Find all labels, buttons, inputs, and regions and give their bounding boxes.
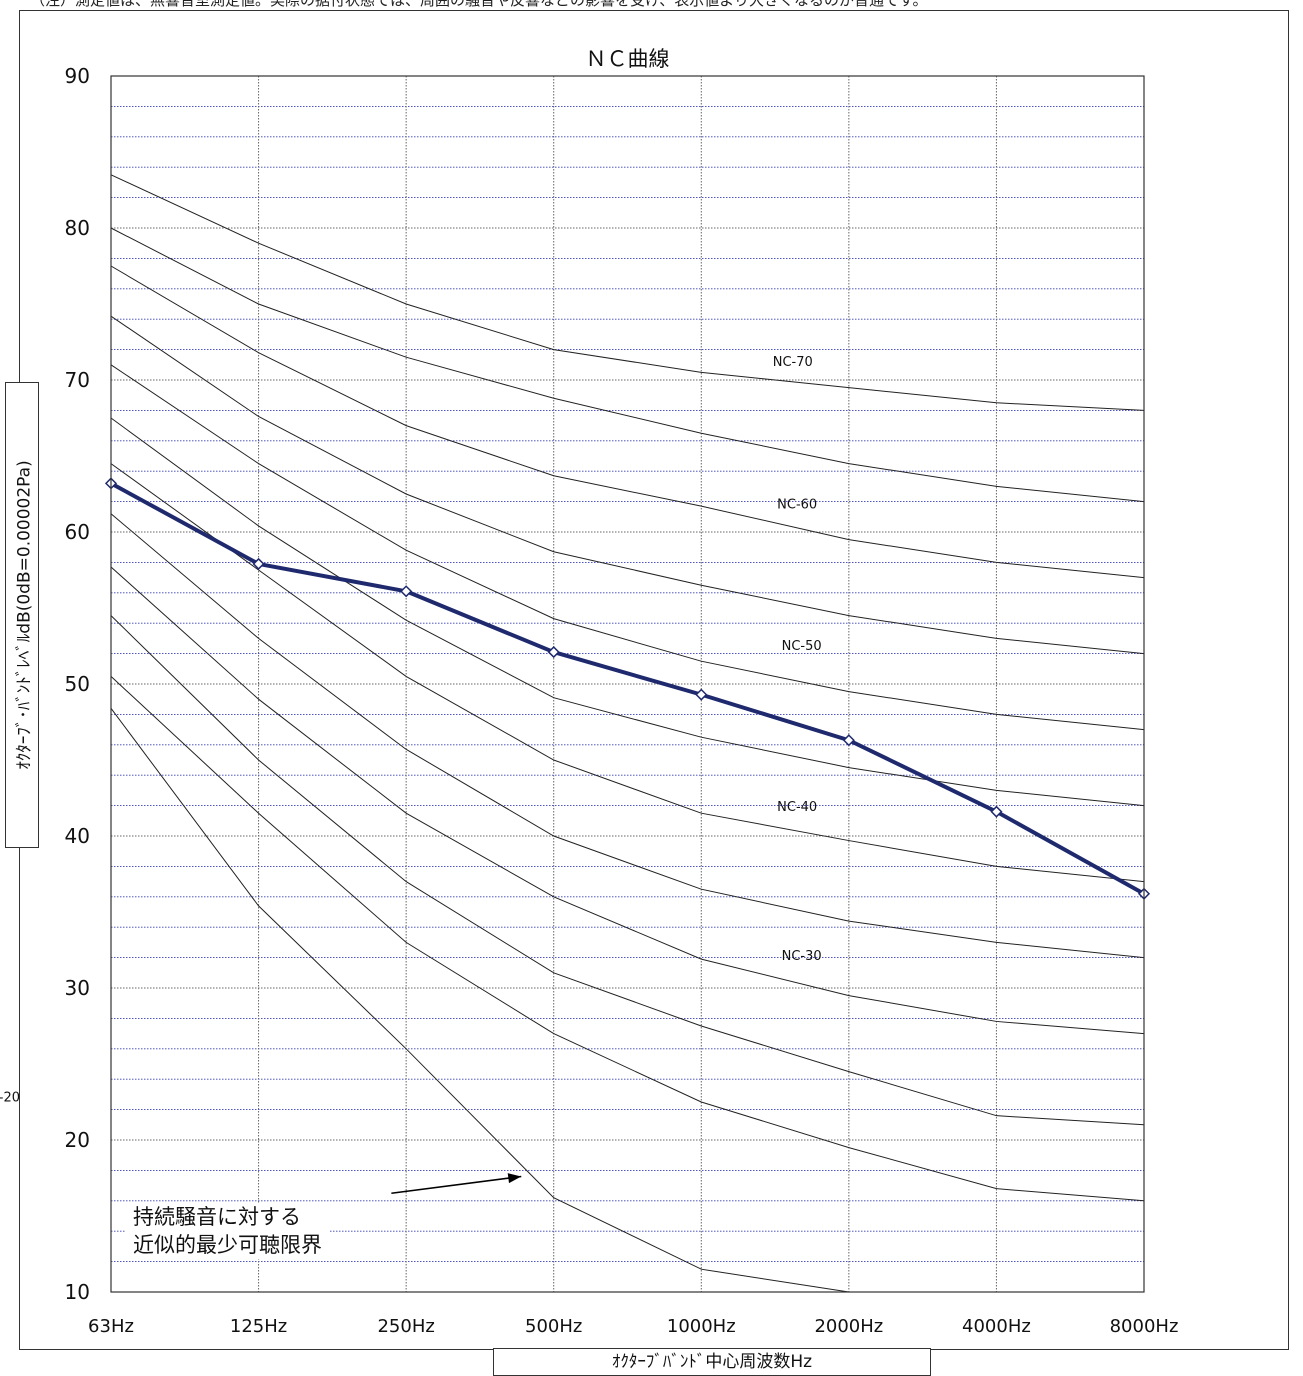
data-point-marker (400, 585, 413, 598)
y-tick-label: 90 (65, 64, 90, 88)
y-axis-label-box: ｵｸﾀｰﾌﾞ･ﾊﾞﾝﾄﾞﾚﾍﾞﾙdB(0dB=0.00002Pa) (5, 382, 39, 848)
nc-curve (110, 364, 1145, 731)
x-tick-label: 4000Hz (962, 1316, 1031, 1337)
x-tick-label: 125Hz (230, 1316, 287, 1337)
nc-curve (110, 265, 1145, 579)
nc-curve (110, 463, 1145, 883)
nc-curve (110, 174, 1145, 411)
y-tick-label: 30 (65, 976, 90, 1000)
x-tick-label: 250Hz (377, 1316, 434, 1337)
y-tick-label: 80 (65, 216, 90, 240)
nc-curve-label: NC-40 (777, 800, 817, 815)
nc-curve-label: NC-70 (773, 355, 813, 370)
nc-curve-label: NC-60 (777, 498, 817, 513)
x-tick-label: 2000Hz (814, 1316, 883, 1337)
x-tick-label: 63Hz (88, 1316, 134, 1337)
annotation-arrow-head (507, 1173, 522, 1184)
nc-curve (110, 708, 849, 1293)
x-tick-label: 8000Hz (1110, 1316, 1179, 1337)
data-point-marker (990, 805, 1003, 818)
plot-border (110, 75, 1145, 1293)
top-note: （注）測定値は、無響音室測定値。実際の据付状態では、周囲の騒音や反響などの影響を… (30, 0, 928, 9)
y-tick-label: 10 (65, 1280, 90, 1304)
x-tick-label: 1000Hz (667, 1316, 736, 1337)
y-tick-label: 50 (65, 672, 90, 696)
x-axis-label: ｵｸﾀｰﾌﾞﾊﾞﾝﾄﾞ中心周波数Hz (611, 1352, 813, 1372)
data-point-marker (695, 688, 708, 701)
y-tick-label: 70 (65, 368, 90, 392)
data-point-marker (842, 734, 855, 747)
x-axis-label-box: ｵｸﾀｰﾌﾞﾊﾞﾝﾄﾞ中心周波数Hz (493, 1348, 931, 1376)
nc-curve (110, 566, 1145, 1035)
nc-curve-label: NC-20 (0, 1090, 20, 1105)
nc-curve (110, 615, 1145, 1126)
x-tick-label: 500Hz (525, 1316, 582, 1337)
chart-title: ＮＣ曲線 (586, 47, 670, 71)
nc-curve (110, 315, 1145, 655)
y-tick-label: 20 (65, 1128, 90, 1152)
nc-curve-label: NC-50 (782, 639, 822, 654)
data-point-marker (547, 646, 560, 659)
y-tick-label: 60 (65, 520, 90, 544)
data-point-marker (252, 557, 265, 570)
nc-curve (110, 513, 1145, 959)
nc-curve-label: NC-30 (782, 949, 822, 964)
hearing-threshold-annotation: 持続騒音に対する 近似的最少可聴限界 (125, 1203, 330, 1259)
nc-curve (110, 227, 1145, 503)
y-tick-label: 40 (65, 824, 90, 848)
nc-curve (110, 417, 1145, 807)
nc-curve (110, 676, 1145, 1202)
measured-series-line (110, 481, 1145, 896)
annotation-arrow-line (391, 1175, 522, 1194)
y-axis-label: ｵｸﾀｰﾌﾞ･ﾊﾞﾝﾄﾞﾚﾍﾞﾙdB(0dB=0.00002Pa) (14, 460, 35, 770)
